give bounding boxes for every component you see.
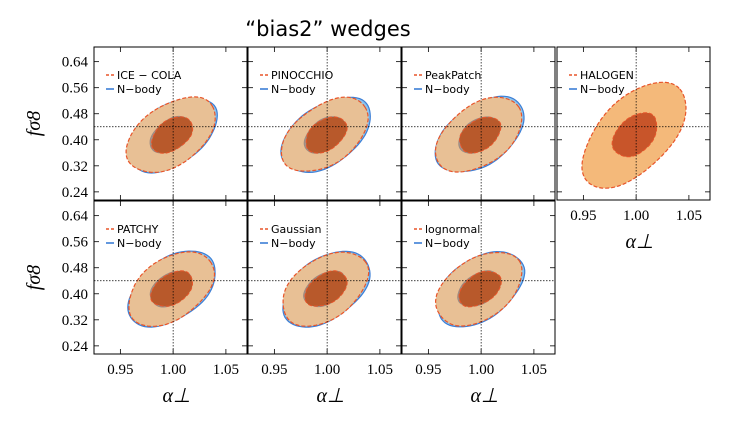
- legend-model-label: HALOGEN: [580, 69, 634, 82]
- legend-model-label: Gaussian: [271, 223, 321, 236]
- y-tick-label: 0.32: [62, 159, 88, 175]
- x-axis-label-4: α⊥: [163, 385, 191, 407]
- legend-nbody-label: N−body: [580, 83, 625, 96]
- panel-frame: [93, 200, 248, 355]
- legend-nbody-label: N−body: [117, 83, 162, 96]
- y-tick-label: 0.40: [62, 133, 88, 149]
- panel-frame: [556, 46, 711, 201]
- model-inner-contour: [305, 116, 348, 154]
- panel-frame: [401, 200, 556, 355]
- x-tick-label: 1.05: [676, 208, 702, 224]
- panel-frame: [247, 200, 402, 355]
- x-tick-label: 1.00: [160, 362, 186, 378]
- y-tick-label: 0.32: [62, 313, 88, 329]
- legend-nbody-label: N−body: [271, 237, 316, 250]
- y-tick-label: 0.56: [62, 235, 89, 251]
- figure-title: “bias2” wedges: [245, 17, 410, 41]
- y-tick-label: 0.64: [62, 55, 89, 71]
- model-inner-contour: [611, 112, 658, 158]
- x-axis-label-3: α⊥: [626, 231, 654, 253]
- x-tick-label: 1.05: [521, 362, 547, 378]
- panel-frame: [401, 46, 556, 201]
- legend-model-label: PeakPatch: [425, 69, 481, 82]
- panel-frame: [247, 46, 402, 201]
- x-tick-label: 0.95: [570, 208, 596, 224]
- legend-model-label: ICE − COLA: [117, 69, 182, 82]
- x-tick-label: 0.95: [415, 362, 441, 378]
- legend-model-label: PINOCCHIO: [271, 69, 334, 82]
- x-axis-label-5: α⊥: [317, 385, 345, 407]
- x-axis-label-6: α⊥: [471, 385, 499, 407]
- legend-model-label: PATCHY: [117, 223, 159, 236]
- model-inner-contour: [459, 116, 502, 154]
- model-inner-contour: [458, 270, 502, 308]
- legend-nbody-label: N−body: [117, 237, 162, 250]
- x-tick-label: 0.95: [261, 362, 287, 378]
- y-axis-label-0: fσ8: [23, 111, 45, 136]
- x-tick-label: 1.00: [314, 362, 340, 378]
- y-tick-label: 0.40: [62, 287, 88, 303]
- x-tick-label: 1.05: [367, 362, 393, 378]
- y-axis-label-1: fσ8: [23, 265, 45, 290]
- model-inner-contour: [304, 270, 348, 307]
- model-inner-contour: [150, 116, 194, 154]
- x-tick-label: 0.95: [107, 362, 133, 378]
- y-tick-label: 0.64: [62, 209, 89, 225]
- model-inner-contour: [150, 270, 193, 307]
- y-tick-label: 0.24: [62, 339, 89, 355]
- x-tick-label: 1.00: [623, 208, 649, 224]
- legend-nbody-label: N−body: [271, 83, 316, 96]
- x-tick-label: 1.05: [213, 362, 239, 378]
- x-tick-label: 1.00: [468, 362, 494, 378]
- y-tick-label: 0.24: [62, 185, 89, 201]
- legend-model-label: lognormal: [425, 223, 480, 236]
- y-tick-label: 0.48: [62, 107, 88, 123]
- legend-nbody-label: N−body: [425, 237, 470, 250]
- legend-nbody-label: N−body: [425, 83, 470, 96]
- y-tick-label: 0.48: [62, 261, 88, 277]
- panel-frame: [93, 46, 248, 201]
- y-tick-label: 0.56: [62, 81, 89, 97]
- panel-grid: ICE − COLAN−body0.240.320.400.480.560.64…: [23, 46, 711, 407]
